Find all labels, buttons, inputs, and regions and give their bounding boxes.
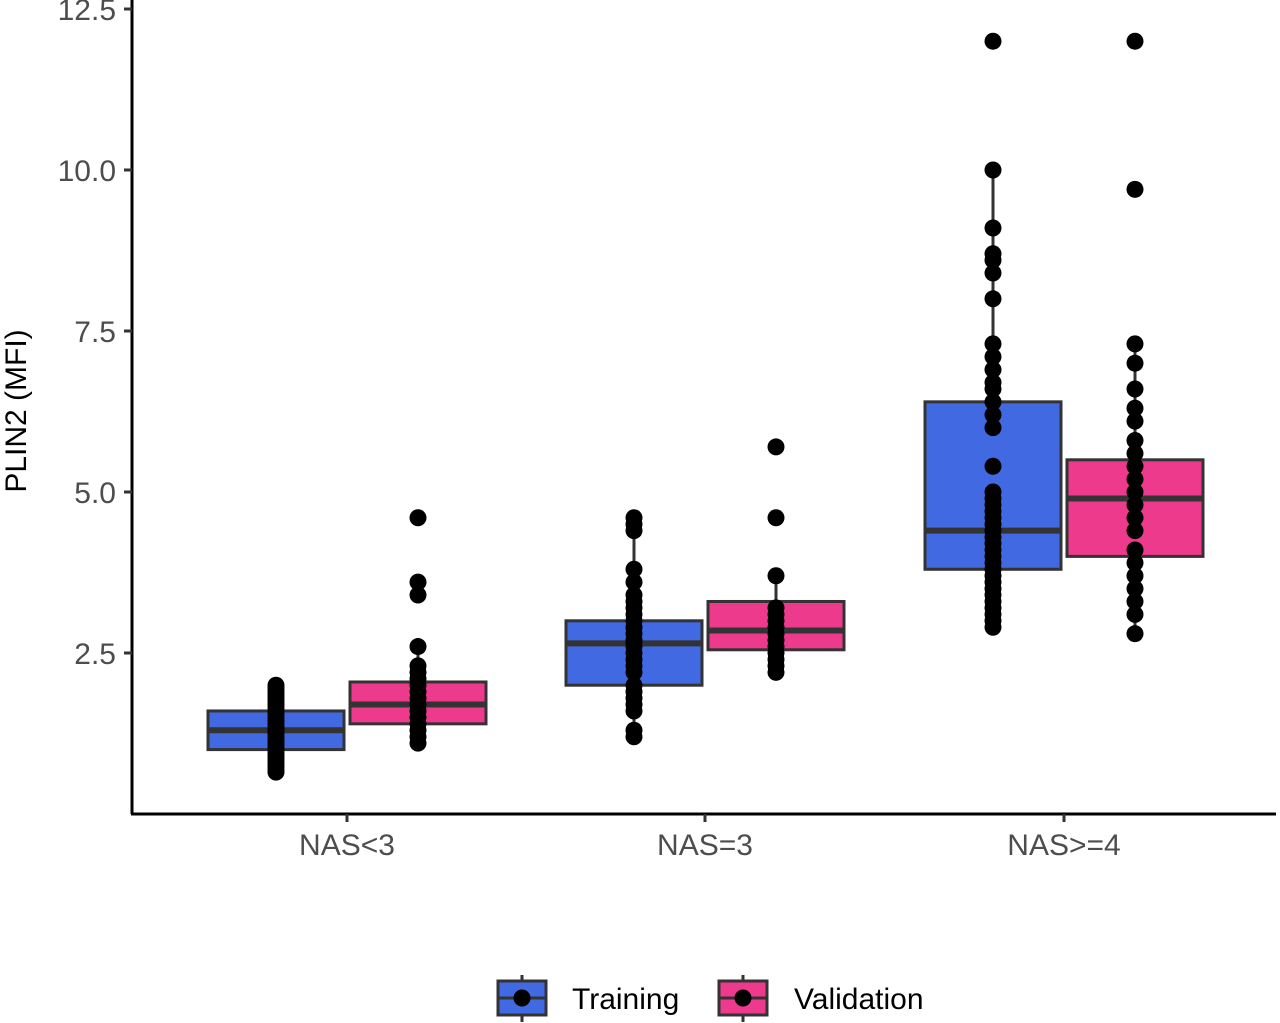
data-point (1126, 580, 1144, 598)
legend-item-training: Training (496, 975, 679, 1022)
data-point (1126, 470, 1144, 488)
data-point (1126, 554, 1144, 572)
data-point (984, 457, 1002, 475)
data-point (1126, 399, 1144, 417)
data-point (1126, 509, 1144, 527)
data-point (1126, 496, 1144, 514)
y-tick-label: 2.5 (74, 638, 116, 671)
data-point (409, 657, 427, 675)
data-point (984, 290, 1002, 308)
data-point (984, 393, 1002, 411)
y-tick-label: 7.5 (74, 316, 116, 349)
data-point (1126, 32, 1144, 50)
data-point (984, 219, 1002, 237)
data-point (1126, 412, 1144, 430)
data-point (1126, 354, 1144, 372)
data-point (1126, 592, 1144, 610)
data-point (984, 483, 1002, 501)
data-point (984, 361, 1002, 379)
y-tick-label: 10.0 (58, 155, 116, 188)
data-point (267, 676, 285, 694)
data-point (1126, 180, 1144, 198)
legend-label: Validation (794, 983, 924, 1016)
data-point (984, 374, 1002, 392)
axes-layer (130, 0, 1276, 816)
legend-label: Training (572, 983, 679, 1016)
data-point (1126, 335, 1144, 353)
legend-item-validation: Validation (717, 975, 924, 1022)
data-point (409, 509, 427, 527)
x-ticks-layer: NAS<3 NAS=3 NAS>=4 (299, 814, 1121, 862)
data-point (984, 245, 1002, 263)
y-tick-label: 5.0 (74, 477, 116, 510)
data-point (625, 573, 643, 591)
data-point (625, 676, 643, 694)
data-point (1126, 457, 1144, 475)
data-point (625, 560, 643, 578)
data-point (984, 348, 1002, 366)
data-point (409, 638, 427, 656)
data-point (767, 438, 785, 456)
data-point (984, 32, 1002, 50)
legend: Training Validation (496, 975, 924, 1022)
data-point (984, 419, 1002, 437)
data-point (984, 264, 1002, 282)
x-tick-label: NAS=3 (657, 829, 753, 862)
data-point (1126, 431, 1144, 449)
legend-key-point (734, 989, 752, 1007)
data-point (984, 406, 1002, 424)
boxes-layer (206, 170, 1205, 773)
data-point (409, 586, 427, 604)
data-point (1126, 483, 1144, 501)
data-point (625, 586, 643, 604)
data-point (984, 335, 1002, 353)
points-layer (267, 32, 1144, 781)
data-point (1126, 625, 1144, 643)
data-point (1126, 605, 1144, 623)
y-ticks-layer: 2.5 5.0 7.5 10.0 12.5 (58, 0, 132, 671)
x-tick-label: NAS>=4 (1007, 829, 1120, 862)
x-tick-label: NAS<3 (299, 829, 395, 862)
data-point (767, 567, 785, 585)
data-point (984, 161, 1002, 179)
data-point (1126, 541, 1144, 559)
y-axis-title: PLIN2 (MFI) (0, 329, 33, 492)
data-point (409, 573, 427, 591)
data-point (625, 509, 643, 527)
data-point (767, 599, 785, 617)
data-point (1126, 380, 1144, 398)
data-point (1126, 522, 1144, 540)
y-tick-label: 12.5 (58, 0, 116, 27)
data-point (1126, 444, 1144, 462)
data-point (625, 721, 643, 739)
data-point (1126, 567, 1144, 585)
data-point (767, 509, 785, 527)
legend-key-point (513, 989, 531, 1007)
